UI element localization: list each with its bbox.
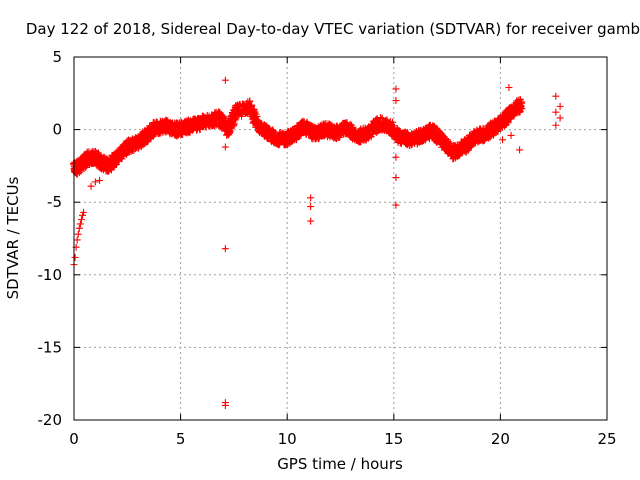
data-point <box>505 83 513 91</box>
data-point <box>79 211 87 219</box>
x-tick-label: 15 <box>384 430 403 448</box>
data-point <box>91 178 99 186</box>
data-point <box>307 203 315 211</box>
data-point <box>87 182 95 190</box>
data-point <box>487 133 495 141</box>
data-point <box>392 85 400 93</box>
y-axis-label: SDTVAR / TECUs <box>4 176 22 299</box>
data-point <box>71 253 79 261</box>
x-axis-label: GPS time / hours <box>277 455 403 473</box>
y-tick-label: -5 <box>47 193 62 211</box>
x-tick-label: 25 <box>597 430 616 448</box>
y-tick-label: 0 <box>52 121 62 139</box>
data-point <box>438 131 446 139</box>
x-tick-label: 10 <box>278 430 297 448</box>
data-point <box>556 114 564 122</box>
data-point <box>518 98 526 106</box>
data-point <box>552 108 560 116</box>
data-point <box>422 134 430 142</box>
data-point <box>221 245 229 253</box>
y-tick-label: -20 <box>38 411 63 429</box>
data-point <box>75 224 83 232</box>
data-point <box>392 97 400 105</box>
data-point <box>80 208 88 216</box>
data-point <box>221 76 229 84</box>
y-tick-label: -15 <box>38 338 63 356</box>
y-tick-label: 5 <box>52 48 62 66</box>
data-point <box>507 131 515 139</box>
chart-title: Day 122 of 2018, Sidereal Day-to-day VTE… <box>26 20 640 38</box>
data-point <box>77 216 85 224</box>
data-point <box>73 236 81 244</box>
x-tick-label: 0 <box>69 430 79 448</box>
data-point <box>552 92 560 100</box>
plot-border <box>73 56 608 421</box>
grid-layer <box>74 57 607 420</box>
data-point <box>392 174 400 182</box>
data-point <box>392 153 400 161</box>
data-point <box>556 102 564 110</box>
data-point <box>74 230 82 238</box>
x-tick-label: 5 <box>176 430 186 448</box>
data-point <box>499 136 507 144</box>
x-tick-label: 20 <box>491 430 510 448</box>
y-tick-label: -10 <box>38 266 63 284</box>
data-point <box>76 220 84 228</box>
data-point <box>221 143 229 151</box>
tick-layer: 0 5 10 15 20 25 -20 -15 -10 -5 0 5 <box>38 48 617 448</box>
data-point <box>307 194 315 202</box>
data-point <box>552 121 560 129</box>
data-point <box>307 217 315 225</box>
data-point <box>518 105 526 113</box>
data-point <box>516 146 524 154</box>
data-point <box>336 133 344 141</box>
data-point <box>378 115 386 123</box>
data-point <box>221 401 229 409</box>
data-points <box>69 76 564 409</box>
data-point <box>96 176 104 184</box>
data-point <box>392 201 400 209</box>
